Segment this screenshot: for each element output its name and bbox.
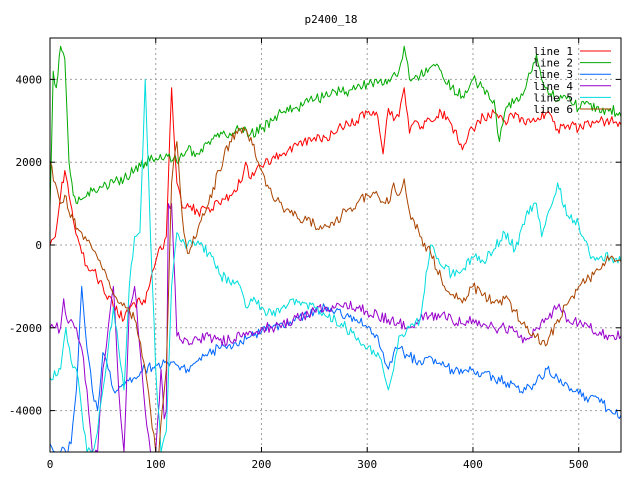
series-line-4 [50, 203, 621, 452]
series-line-5 [50, 78, 621, 452]
y-tick-label: 0 [35, 239, 42, 252]
legend-label-6: line 6 [533, 103, 573, 116]
x-tick-label: 500 [569, 458, 589, 471]
x-tick-label: 200 [252, 458, 272, 471]
legend-label-5: line 5 [533, 91, 573, 104]
x-tick-label: 100 [146, 458, 166, 471]
legend-label-4: line 4 [533, 80, 573, 93]
series-group [50, 45, 621, 452]
x-tick-label: 0 [47, 458, 54, 471]
y-tick-label: -2000 [9, 322, 42, 335]
series-line-6 [50, 126, 621, 452]
x-tick-label: 300 [357, 458, 377, 471]
series-line-2 [50, 45, 621, 208]
y-tick-label: -4000 [9, 405, 42, 418]
legend-label-2: line 2 [533, 57, 573, 70]
series-line-3 [50, 285, 621, 452]
x-tick-label: 400 [463, 458, 483, 471]
chart-title: p2400_18 [305, 13, 358, 26]
axis-ticks: 0 100 200 300 400 500 -4000 -2000 0 2000 4000 [9, 38, 621, 471]
y-tick-label: 4000 [16, 73, 43, 86]
legend-label-3: line 3 [533, 68, 573, 81]
legend-label-1: line 1 [533, 45, 573, 58]
series-line-1 [50, 87, 621, 322]
y-tick-label: 2000 [16, 156, 43, 169]
